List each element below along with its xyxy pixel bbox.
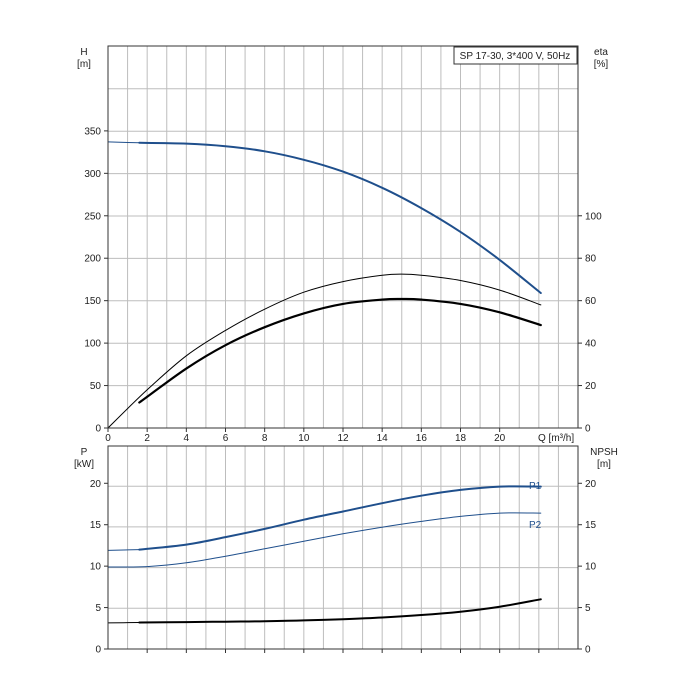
chart-title: SP 17-30, 3*400 V, 50Hz xyxy=(460,51,571,62)
top-x-tick-label: 6 xyxy=(223,433,229,444)
power-axis-label: P xyxy=(81,447,88,458)
power-npsh-panel: 0 5 10 15 20 0 5 10 15 20 P [kW] NPSH [m] P1 P2 xyxy=(74,445,618,656)
top-left-tick-label: 300 xyxy=(84,169,101,180)
bottom-left-tick-label: 10 xyxy=(90,562,102,573)
top-right-tick-label: 100 xyxy=(585,211,602,222)
top-left-tick-label: 150 xyxy=(84,296,101,307)
title-box xyxy=(453,46,578,65)
power-axis-unit: [kW] xyxy=(74,459,94,470)
top-right-tick-label: 0 xyxy=(585,424,591,435)
eta-axis-unit: [%] xyxy=(594,59,609,70)
npsh-axis-unit: [m] xyxy=(597,459,611,470)
top-x-tick-label: 16 xyxy=(416,433,428,444)
top-x-tick-label: 14 xyxy=(377,433,389,444)
top-left-tick-label: 200 xyxy=(84,254,101,265)
top-left-tick-label: 50 xyxy=(90,381,102,392)
top-left-tick-label: 0 xyxy=(95,424,101,435)
bottom-grid xyxy=(108,446,578,649)
series-label-p1: P1 xyxy=(529,481,542,492)
head-efficiency-panel: 0 50 100 150 200 250 300 350 0 20 40 60 80 100 0 2 4 6 8 10… xyxy=(77,45,609,444)
top-ticks: 0 50 100 150 200 250 300 350 0 20 40 60 80 100 0 2 4 6 8 10… xyxy=(84,126,602,444)
series-p2-line xyxy=(107,512,542,568)
top-left-tick-label: 100 xyxy=(84,339,101,350)
top-right-tick-label: 40 xyxy=(585,339,597,350)
bottom-left-tick-label: 0 xyxy=(95,645,101,656)
top-x-tick-label: 12 xyxy=(337,433,349,444)
top-x-tick-label: 2 xyxy=(144,433,150,444)
bottom-left-tick-label: 15 xyxy=(90,520,102,531)
top-x-tick-label: 4 xyxy=(184,433,190,444)
bottom-series xyxy=(107,485,542,624)
bottom-series-3-line xyxy=(138,598,542,624)
bottom-right-tick-label: 10 xyxy=(585,562,597,573)
flow-axis-label: Q [m³/h] xyxy=(538,433,574,444)
bottom-right-tick-label: 20 xyxy=(585,479,597,490)
bottom-right-tick-label: 5 xyxy=(585,603,591,614)
top-left-tick-label: 250 xyxy=(84,211,101,222)
npsh-axis-label: NPSH xyxy=(590,447,618,458)
bottom-right-tick-label: 0 xyxy=(585,645,591,656)
head-axis-label: H xyxy=(80,47,87,58)
series-label-p2: P2 xyxy=(529,520,542,531)
bottom-right-tick-label: 15 xyxy=(585,520,597,531)
top-x-tick-label: 10 xyxy=(298,433,310,444)
top-series-1-line xyxy=(107,141,140,144)
top-left-tick-label: 350 xyxy=(84,126,101,137)
series-p1-line xyxy=(138,485,542,551)
top-x-tick-label: 8 xyxy=(262,433,268,444)
top-right-tick-label: 20 xyxy=(585,381,597,392)
top-series-2-line xyxy=(107,273,542,429)
top-series-3-line xyxy=(138,297,542,404)
head-axis-unit: [m] xyxy=(77,59,91,70)
top-x-tick-label: 18 xyxy=(455,433,467,444)
top-right-tick-label: 80 xyxy=(585,254,597,265)
bottom-series-1-line xyxy=(107,549,140,551)
top-grid xyxy=(108,46,578,428)
bottom-ticks: 0 5 10 15 20 0 5 10 15 20 xyxy=(90,479,597,656)
top-series-0-line xyxy=(138,141,542,294)
top-x-tick-label: 0 xyxy=(105,433,111,444)
top-series xyxy=(107,141,542,429)
bottom-left-tick-label: 5 xyxy=(95,603,101,614)
eta-axis-label: eta xyxy=(594,47,608,58)
top-x-tick-label: 20 xyxy=(494,433,506,444)
top-right-tick-label: 60 xyxy=(585,296,597,307)
bottom-left-tick-label: 20 xyxy=(90,479,102,490)
